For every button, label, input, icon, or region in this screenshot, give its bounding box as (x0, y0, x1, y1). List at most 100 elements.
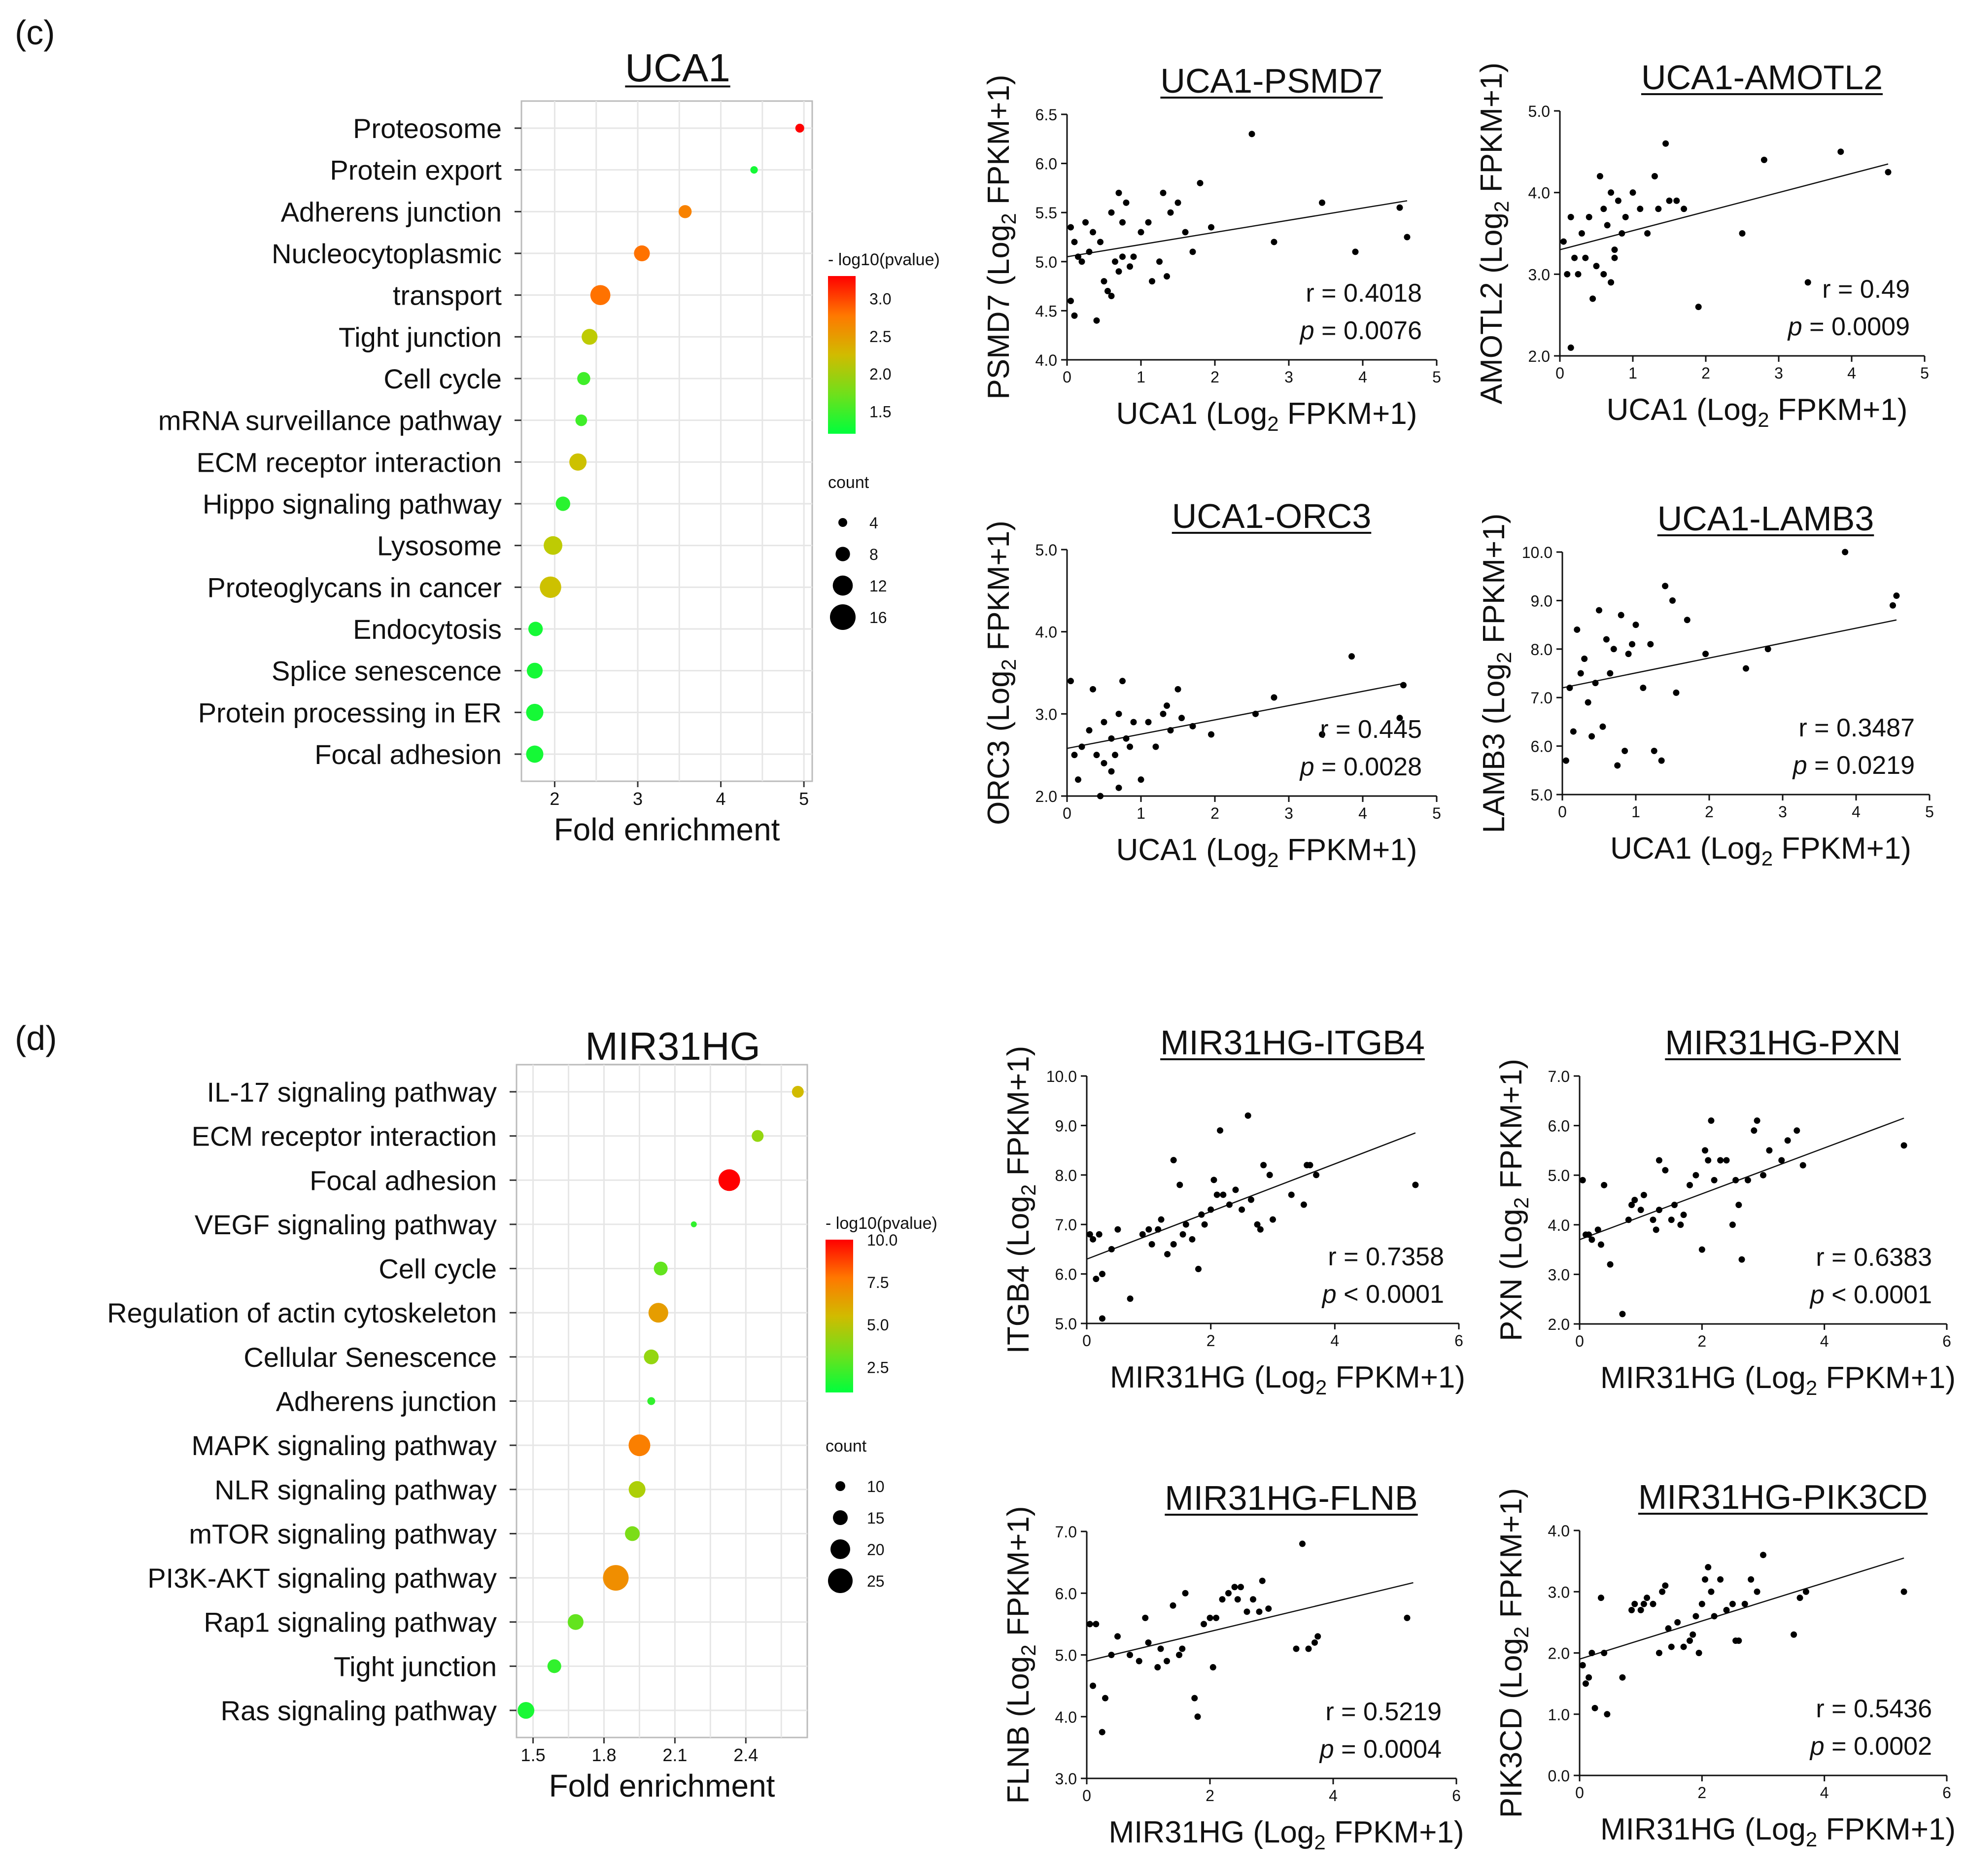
mir31hg-bubble (654, 1261, 668, 1276)
uca1-bubble (795, 124, 804, 133)
mir31hg-flnb-ylabel-suffix: FPKM+1) (1001, 1506, 1035, 1645)
mir31hg-pxn-xtick-label: 0 (1575, 1332, 1584, 1350)
mir31hg-itgb4-point (1213, 1191, 1220, 1198)
mir31hg-flnb-point (1136, 1658, 1142, 1665)
uca1-orc3-ylabel: ORC3 (Log2 FPKM+1) (982, 521, 1020, 825)
uca1-orc3-ytick-label: 5.0 (1035, 541, 1057, 559)
uca1-lamb3-scatter-chart: UCA1-LAMB3 10.0 9.0 8.0 7.0 6.0 5.0 0 1 2 3 4 5 UCA1 … (1477, 499, 1934, 870)
mir31hg-pik3cd-xlabel: MIR31HG (Log2 FPKM+1) (1600, 1812, 1956, 1851)
uca1-orc3-xtick-label: 4 (1358, 804, 1367, 822)
uca1-amotl2-point (1619, 230, 1625, 237)
mir31hg-pik3cd-title: MIR31HG-PIK3CD (1638, 1478, 1928, 1516)
mir31hg-pik3cd-ylabel-sub: 2 (1510, 1627, 1533, 1638)
uca1-amotl2-point (1564, 271, 1571, 278)
mir31hg-pxn-point (1794, 1127, 1800, 1134)
uca1-amotl2-point (1695, 304, 1702, 311)
uca1-psmd7-xtick-label: 5 (1432, 368, 1441, 386)
mir31hg-bubble (567, 1614, 584, 1630)
uca1-orc3-point (1319, 731, 1325, 738)
mir31hg-pik3cd-ytick-label: 0.0 (1548, 1767, 1570, 1785)
mir31hg-flnb-point (1209, 1664, 1216, 1671)
mir31hg-pik3cd-point (1582, 1680, 1589, 1687)
mir31hg-flnb-point (1201, 1621, 1207, 1628)
uca1-amotl2-r-value: r = 0.49 (1822, 275, 1910, 304)
mir31hg-xlabel: Fold enrichment (549, 1768, 775, 1804)
mir31hg-pik3cd-point (1690, 1631, 1696, 1638)
mir31hg-flnb-point (1213, 1614, 1219, 1621)
uca1-orc3-point (1108, 768, 1115, 775)
uca1-amotl2-xtick-label: 4 (1847, 364, 1856, 382)
uca1-amotl2-point (1575, 271, 1582, 278)
mir31hg-color-tick-label: 7.5 (867, 1274, 889, 1291)
uca1-psmd7-point (1189, 248, 1196, 255)
uca1-orc3-point (1090, 686, 1096, 693)
uca1-lamb3-point (1614, 762, 1621, 769)
uca1-color-legend-title: - log10(pvalue) (828, 250, 940, 269)
mir31hg-category-label: Tight junction (334, 1651, 497, 1682)
mir31hg-itgb4-point (1239, 1206, 1245, 1213)
mir31hg-pik3cd-point (1586, 1674, 1592, 1681)
uca1-color-tick-label: 2.5 (869, 328, 891, 346)
mir31hg-pik3cd-scatter-chart: MIR31HG-PIK3CD 4.0 3.0 2.0 1.0 0.0 0 2 4 6 MIR31HG… (1494, 1478, 1956, 1851)
mir31hg-flnb-fit-line (1086, 1582, 1414, 1662)
uca1-amotl2-point (1578, 230, 1585, 237)
mir31hg-flnb-ytick-label: 3.0 (1055, 1770, 1077, 1788)
mir31hg-itgb4-point (1412, 1181, 1419, 1188)
uca1-xtick-label: 2 (550, 789, 559, 809)
mir31hg-pxn-point (1751, 1127, 1758, 1134)
uca1-bubble-title: UCA1 (625, 46, 730, 90)
uca1-amotl2-point (1593, 263, 1600, 270)
uca1-category-label: Proteoglycans in cancer (207, 572, 502, 603)
uca1-amotl2-point (1608, 189, 1615, 196)
uca1-psmd7-point (1108, 293, 1115, 300)
mir31hg-bubble (792, 1086, 804, 1098)
mir31hg-pik3cd-xlabel-main: MIR31HG (Log (1600, 1812, 1806, 1846)
mir31hg-category-label: NLR signaling pathway (214, 1474, 497, 1505)
mir31hg-pxn-point (1680, 1212, 1687, 1218)
uca1-bubble (678, 205, 692, 218)
mir31hg-flnb-point (1191, 1695, 1198, 1702)
mir31hg-size-legend-dot (830, 1539, 850, 1559)
uca1-psmd7-point (1075, 253, 1081, 260)
mir31hg-size-legend-dot (835, 1481, 845, 1491)
uca1-lamb3-point (1562, 757, 1569, 764)
uca1-lamb3-ylabel-main: LAMB3 (Log (1477, 663, 1511, 834)
mir31hg-category-label: IL-17 signaling pathway (207, 1077, 497, 1108)
uca1-amotl2-scatter-chart: UCA1-AMOTL2 5.0 4.0 3.0 2.0 0 1 2 3 4 5 UCA1 (Log2 … (1475, 58, 1929, 431)
mir31hg-pik3cd-xtick-label: 0 (1575, 1784, 1584, 1802)
mir31hg-itgb4-ylabel-sub: 2 (1017, 1184, 1040, 1195)
mir31hg-bubble (603, 1565, 629, 1591)
uca1-amotl2-point (1604, 222, 1611, 229)
uca1-orc3-point (1075, 776, 1081, 783)
uca1-bubble (590, 285, 611, 306)
uca1-orc3-xlabel-sub: 2 (1267, 848, 1278, 871)
uca1-amotl2-xtick-label: 3 (1774, 364, 1783, 382)
uca1-lamb3-r-value: r = 0.3487 (1798, 714, 1915, 742)
uca1-xlabel: Fold enrichment (554, 812, 780, 847)
mir31hg-pxn-xlabel-suffix: FPKM+1) (1817, 1361, 1956, 1395)
mir31hg-itgb4-point (1148, 1241, 1155, 1248)
mir31hg-flnb-title: MIR31HG-FLNB (1165, 1479, 1417, 1517)
mir31hg-pxn-point (1668, 1216, 1675, 1223)
uca1-psmd7-point (1164, 273, 1170, 280)
uca1-psmd7-ylabel-suffix: FPKM+1) (982, 74, 1016, 213)
mir31hg-xtick-label: 1.8 (591, 1745, 616, 1765)
mir31hg-pxn-xlabel: MIR31HG (Log2 FPKM+1) (1600, 1361, 1956, 1399)
uca1-lamb3-point (1658, 757, 1665, 764)
mir31hg-category-label: Rap1 signaling pathway (204, 1607, 497, 1638)
uca1-psmd7-point (1101, 278, 1107, 285)
mir31hg-flnb-ylabel-sub: 2 (1017, 1644, 1040, 1656)
uca1-lamb3-xlabel-suffix: FPKM+1) (1773, 832, 1911, 866)
mir31hg-itgb4-point (1201, 1221, 1208, 1228)
mir31hg-pik3cd-point (1796, 1595, 1803, 1601)
mir31hg-pik3cd-point (1656, 1650, 1662, 1656)
uca1-psmd7-xtick-label: 2 (1210, 368, 1219, 386)
mir31hg-itgb4-p-text: < 0.0001 (1344, 1280, 1444, 1309)
mir31hg-pxn-ytick-label: 2.0 (1548, 1316, 1570, 1333)
mir31hg-pik3cd-point (1604, 1711, 1611, 1718)
mir31hg-pik3cd-ytick-label: 2.0 (1548, 1645, 1570, 1663)
uca1-bubble (634, 245, 650, 262)
mir31hg-pxn-point (1735, 1202, 1742, 1209)
mir31hg-bubble (547, 1659, 561, 1673)
